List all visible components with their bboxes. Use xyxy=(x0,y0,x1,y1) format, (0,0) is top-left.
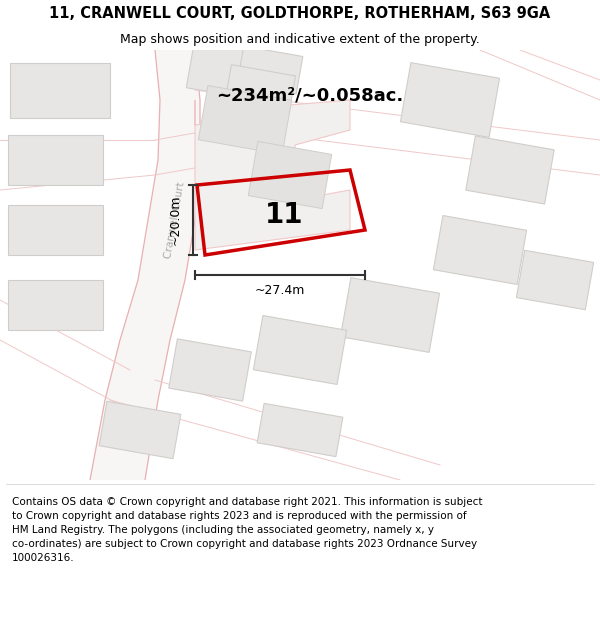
Polygon shape xyxy=(257,403,343,457)
Text: Contains OS data © Crown copyright and database right 2021. This information is : Contains OS data © Crown copyright and d… xyxy=(12,498,482,563)
Text: ~20.0m: ~20.0m xyxy=(169,195,182,245)
Polygon shape xyxy=(10,62,110,118)
Polygon shape xyxy=(224,64,295,116)
Polygon shape xyxy=(7,135,103,185)
Polygon shape xyxy=(169,339,251,401)
Polygon shape xyxy=(7,205,103,255)
Text: Cranwell Court: Cranwell Court xyxy=(163,181,187,259)
Polygon shape xyxy=(248,141,332,209)
Polygon shape xyxy=(517,250,593,310)
Text: ~27.4m: ~27.4m xyxy=(255,284,305,298)
Polygon shape xyxy=(253,316,347,384)
Polygon shape xyxy=(466,136,554,204)
Text: 11: 11 xyxy=(265,201,304,229)
Polygon shape xyxy=(7,280,103,330)
Polygon shape xyxy=(433,216,527,284)
Text: 11, CRANWELL COURT, GOLDTHORPE, ROTHERHAM, S63 9GA: 11, CRANWELL COURT, GOLDTHORPE, ROTHERHA… xyxy=(49,6,551,21)
Polygon shape xyxy=(400,62,500,138)
Polygon shape xyxy=(237,46,303,94)
Polygon shape xyxy=(186,38,274,102)
Polygon shape xyxy=(340,278,440,352)
Text: ~234m²/~0.058ac.: ~234m²/~0.058ac. xyxy=(217,86,404,104)
Polygon shape xyxy=(195,100,350,250)
Polygon shape xyxy=(199,86,292,154)
Polygon shape xyxy=(90,50,200,480)
Polygon shape xyxy=(99,401,181,459)
Text: Map shows position and indicative extent of the property.: Map shows position and indicative extent… xyxy=(120,32,480,46)
